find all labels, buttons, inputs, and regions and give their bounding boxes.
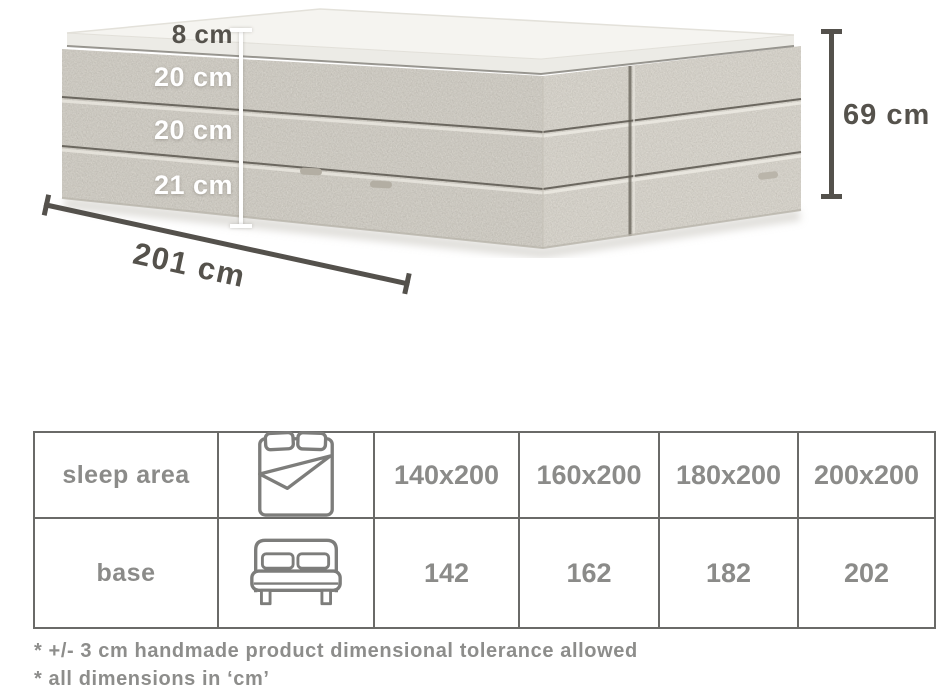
bed-front-view-icon [250,538,342,606]
floor-shadow [63,197,801,259]
table-cell: 160x200 [520,433,660,519]
total-height-measure-line [821,29,842,199]
dimension-label-top-mattress: 20 cm [153,62,233,92]
base-size: 142 [423,557,470,588]
table-cell: 182 [660,519,799,627]
measure-cap [230,224,252,228]
measure-cap [230,28,252,32]
dimension-label-topper: 8 cm [171,19,233,49]
measure-cap [821,194,842,199]
mattress-top-view-icon [258,431,334,517]
base-size: 202 [843,557,890,588]
bed-3d-render [61,8,802,259]
footnote-tolerance: * +/- 3 cm handmade product dimensional … [34,640,638,662]
table-cell: 200x200 [799,433,934,519]
table-icon-cell [219,519,375,627]
dimension-label-total-height: 69 cm [843,99,931,131]
sleep-area-size: 140x200 [393,459,500,490]
bed-dimension-illustration: 8 cm 20 cm 20 cm 21 cm 69 cm 201 cm [41,8,931,295]
mattress-topper [66,8,795,76]
row-label-sleep-area: sleep area [62,460,190,489]
table-cell: 142 [375,519,520,627]
table-row-label-cell: base [35,519,219,627]
base-size: 182 [705,557,752,588]
sleep-area-size: 200x200 [813,459,920,490]
table-cell: 162 [520,519,660,627]
row-label-base: base [96,558,156,587]
size-table: sleep area 140x200 160x200 180x200 200x2… [33,431,936,629]
measure-cap [821,29,842,34]
footnotes: * +/- 3 cm handmade product dimensional … [34,637,638,693]
table-cell: 180x200 [660,433,799,519]
sleep-area-size: 160x200 [536,459,642,490]
dimension-label-base-layer: 21 cm [153,170,233,200]
layer-height-measure-line [230,28,252,228]
dimension-label-mid-mattress: 20 cm [153,115,233,145]
footnote-units: * all dimensions in ‘cm’ [34,668,270,690]
table-icon-cell [219,431,375,519]
sleep-area-size: 180x200 [675,459,782,490]
table-cell: 202 [799,519,934,627]
base-size: 162 [566,557,612,588]
table-row-label-cell: sleep area [35,433,219,519]
table-cell: 140x200 [375,433,520,519]
